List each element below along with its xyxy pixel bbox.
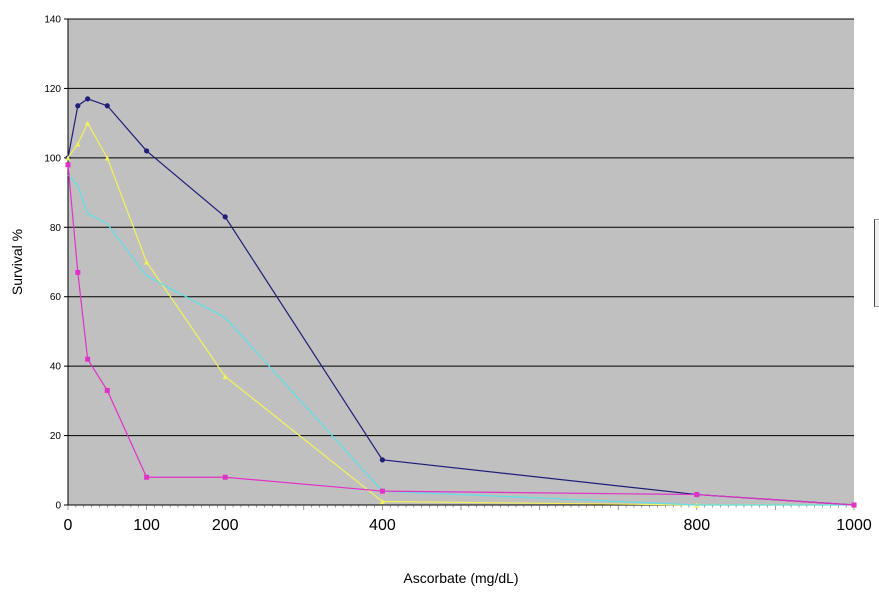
- x-tick-label: 400: [369, 517, 396, 534]
- x-tick-label: 1000: [836, 517, 872, 534]
- series-3: [67, 174, 854, 506]
- y-axis-title: Survival %: [9, 229, 25, 295]
- data-point: [694, 492, 700, 498]
- series-line: [67, 174, 854, 506]
- x-tick-label: 200: [212, 517, 239, 534]
- data-point: [851, 502, 857, 508]
- data-point: [85, 120, 91, 126]
- x-axis-ticks: 0 100 200 400 800 1000: [64, 505, 872, 534]
- data-point: [144, 259, 150, 265]
- y-tick-label: 80: [50, 223, 62, 234]
- data-point: [65, 155, 71, 161]
- data-point: [75, 269, 81, 275]
- data-point: [104, 103, 110, 109]
- data-point: [104, 155, 110, 161]
- y-axis-ticks: 0 20 40 60 80 100 120 140: [44, 15, 68, 512]
- plot-area: [68, 19, 854, 505]
- data-point: [379, 488, 385, 494]
- data-point: [222, 214, 228, 220]
- x-tick-label: 0: [64, 517, 73, 534]
- data-point: [75, 141, 81, 147]
- gridlines: [68, 18, 854, 437]
- y-tick-label: 40: [50, 362, 62, 373]
- data-point: [75, 103, 81, 109]
- data-point: [222, 373, 228, 380]
- data-point: [85, 96, 91, 102]
- data-point: [144, 148, 150, 154]
- series-layer: [65, 96, 857, 508]
- data-point: [144, 474, 150, 480]
- data-point: [379, 457, 385, 463]
- data-point: [379, 498, 385, 505]
- legend-box-partial: [874, 219, 879, 307]
- y-tick-label: 60: [50, 292, 62, 303]
- y-tick-label: 0: [55, 501, 61, 512]
- series-4: [65, 162, 857, 508]
- y-tick-label: 140: [44, 15, 61, 26]
- x-axis-title: Ascorbate (mg/dL): [403, 570, 518, 586]
- x-tick-label: 800: [683, 517, 710, 534]
- data-point: [85, 356, 91, 362]
- y-tick-label: 100: [44, 153, 61, 164]
- data-point: [65, 162, 71, 168]
- y-tick-label: 120: [44, 84, 61, 95]
- data-point: [222, 474, 228, 480]
- data-point: [104, 387, 110, 393]
- y-tick-label: 20: [50, 431, 62, 442]
- x-tick-label: 100: [133, 517, 160, 534]
